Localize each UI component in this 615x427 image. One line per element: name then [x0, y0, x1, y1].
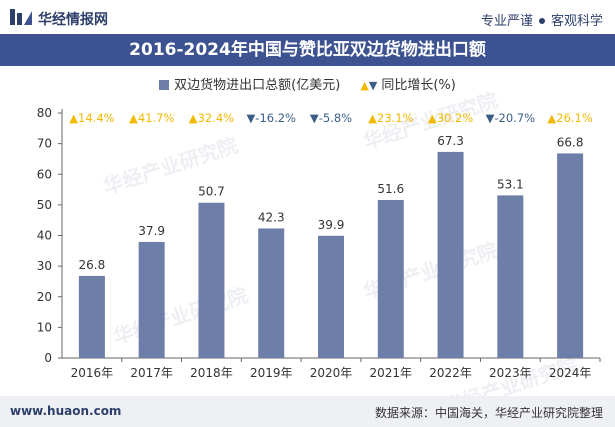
growth-label-up: ▲23.1%: [368, 111, 413, 125]
bar: [78, 275, 105, 358]
y-tick-label: 10: [37, 320, 52, 334]
growth-label-up: ▲30.2%: [428, 111, 473, 125]
tagline-right: 客观科学: [550, 14, 603, 29]
bar: [557, 153, 584, 358]
bar-chart: 0 10 20 30 40 50 60 70 80 26.8 2016年 ▲14.4% 37.9 2017…: [37, 106, 601, 380]
growth-label-up: ▲14.4%: [69, 111, 114, 125]
growth-label-up: ▲26.1%: [547, 111, 592, 125]
bar-value-label: 39.9: [318, 218, 345, 232]
footer-url[interactable]: www.huaon.com: [10, 404, 122, 418]
x-tick-label: 2023年: [489, 366, 532, 380]
growth-label-up: ▲41.7%: [129, 111, 174, 125]
bar-value-label: 51.6: [377, 182, 404, 196]
bar-value-label: 67.3: [437, 134, 464, 148]
data-source: 数据来源：中国海关，华经产业研究院整理: [374, 406, 603, 420]
y-tick-label: 50: [37, 198, 52, 212]
tagline-left: 专业严谨: [480, 14, 533, 29]
y-tick-label: 20: [37, 290, 52, 304]
bar: [198, 202, 225, 358]
y-tick-label: 70: [37, 137, 52, 151]
growth-label-down: ▼-5.8%: [310, 111, 352, 125]
bar: [138, 241, 165, 358]
bar-value-label: 53.1: [497, 177, 524, 191]
legend-label-growth: 同比增长(%): [381, 78, 456, 93]
footer: www.huaon.com 数据来源：中国海关，华经产业研究院整理: [0, 396, 615, 427]
x-tick-label: 2017年: [130, 366, 173, 380]
legend-swatch-icon: [159, 80, 170, 90]
x-tick-label: 2020年: [310, 366, 353, 380]
triangle-down-icon: ▼: [368, 79, 378, 92]
y-tick-label: 80: [37, 106, 52, 120]
legend-item-growth: ▲▼ 同比增长(%): [360, 74, 455, 93]
logo-icon: [10, 9, 32, 25]
chart-legend: 双边货物进出口总额(亿美元) ▲▼ 同比增长(%): [0, 74, 615, 94]
bar: [377, 199, 404, 358]
x-tick-label: 2016年: [71, 366, 114, 380]
legend-label-bars: 双边货物进出口总额(亿美元): [174, 78, 341, 93]
growth-label-up: ▲32.4%: [189, 111, 234, 125]
x-tick-label: 2018年: [190, 366, 233, 380]
bar-value-label: 50.7: [198, 185, 225, 199]
y-tick-label: 0: [44, 351, 52, 365]
bar: [437, 151, 464, 358]
bar-value-label: 37.9: [138, 224, 165, 238]
legend-item-bars: 双边货物进出口总额(亿美元): [159, 74, 340, 93]
x-tick-label: 2021年: [370, 366, 413, 380]
x-tick-label: 2022年: [429, 366, 472, 380]
triangle-up-icon: ▲: [360, 79, 369, 92]
bar: [318, 235, 344, 358]
tagline: 专业严谨 客观科学: [481, 10, 603, 29]
bar-value-label: 66.8: [557, 135, 584, 149]
brand-name: 华经情报网: [38, 12, 108, 28]
growth-label-down: ▼-16.2%: [246, 111, 296, 125]
chart-title: 2016-2024年中国与赞比亚双边货物进出口额: [0, 34, 615, 66]
bar-value-label: 42.3: [258, 210, 285, 224]
dot-icon: [538, 17, 545, 24]
bar: [497, 195, 524, 358]
growth-label-down: ▼-20.7%: [486, 111, 536, 125]
y-tick-label: 40: [37, 229, 52, 243]
x-tick-label: 2019年: [250, 366, 293, 380]
bar: [258, 228, 285, 358]
bar-value-label: 26.8: [79, 258, 106, 272]
y-tick-label: 60: [37, 167, 52, 181]
y-tick-label: 30: [37, 259, 52, 273]
x-tick-label: 2024年: [549, 366, 592, 380]
top-bar: 华经情报网 专业严谨 客观科学: [0, 0, 615, 34]
